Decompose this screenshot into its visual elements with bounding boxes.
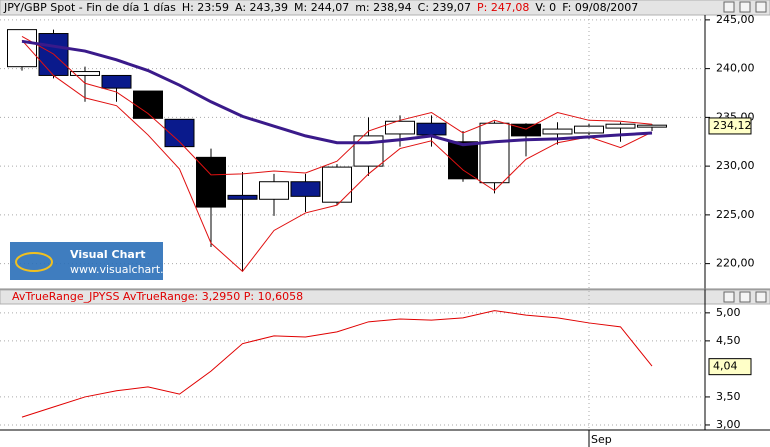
header-info: m: 238,94: [355, 1, 411, 14]
candle-body: [227, 194, 258, 200]
logo-url: www.visualchart.com: [70, 263, 187, 276]
button[interactable]: [755, 291, 767, 303]
candle-body: [259, 181, 289, 200]
header-info: H: 23:59: [182, 1, 229, 14]
candle-body: [479, 122, 510, 184]
overlay-line: [21, 39, 653, 147]
header-info: C: 239,07: [418, 1, 471, 14]
chart-title: JPY/GBP Spot - Fin de día 1 días: [3, 1, 176, 14]
candle-body: [605, 123, 636, 129]
y-tick-label: 3,50: [716, 390, 741, 403]
header-info: P: 247,08: [477, 1, 529, 14]
y-tick-label: 230,00: [716, 159, 755, 172]
candle-body: [7, 29, 37, 68]
last-value-box: [708, 117, 752, 135]
button[interactable]: [723, 291, 735, 303]
candle-body: [511, 123, 541, 137]
candle-body: [542, 128, 573, 135]
y-tick-label: 3,00: [716, 418, 741, 431]
last-value-box: [708, 358, 752, 376]
logo-box: [10, 242, 163, 280]
header-info: V: 0: [535, 1, 556, 14]
logo: Visual Chart www.visualchart.com: [10, 242, 187, 280]
overlay-line: [21, 36, 653, 176]
y-tick-label: 5,00: [716, 306, 741, 319]
header-info: M: 244,07: [294, 1, 349, 14]
x-tick-label: Sep: [591, 433, 612, 446]
button[interactable]: [739, 1, 751, 13]
logo-icon: [15, 252, 53, 272]
overlay-line: [21, 40, 653, 273]
candle-body: [448, 141, 478, 180]
button[interactable]: [739, 291, 751, 303]
line: [21, 310, 653, 418]
candle-body: [290, 181, 321, 197]
last-value-label: 234,12: [713, 119, 752, 132]
header-bar: [0, 0, 770, 16]
last-value-label: 4,04: [713, 360, 738, 373]
candle-body: [385, 120, 415, 135]
candle-body: [196, 156, 226, 208]
logo-title: Visual Chart: [70, 248, 146, 261]
candle-body: [70, 71, 100, 76]
candle-body: [322, 166, 352, 203]
candle-body: [574, 125, 604, 134]
header-bar: [0, 289, 770, 305]
y-tick-label: 220,00: [716, 257, 755, 270]
window-buttons[interactable]: [723, 1, 767, 303]
button[interactable]: [755, 1, 767, 13]
y-tick-label: 245,00: [716, 13, 755, 26]
candle-body: [133, 90, 163, 119]
y-tick-label: 225,00: [716, 208, 755, 221]
button[interactable]: [723, 1, 735, 13]
header-info: A: 243,39: [235, 1, 288, 14]
y-tick-label: 240,00: [716, 62, 755, 75]
header-info: F: 09/08/2007: [562, 1, 638, 14]
candle-body: [101, 74, 132, 89]
candle-body: [416, 122, 447, 136]
chart-title: AvTrueRange_JPYSS AvTrueRange: 3,2950 P:…: [12, 290, 303, 303]
y-tick-label: 4,50: [716, 334, 741, 347]
candle-body: [637, 124, 667, 128]
